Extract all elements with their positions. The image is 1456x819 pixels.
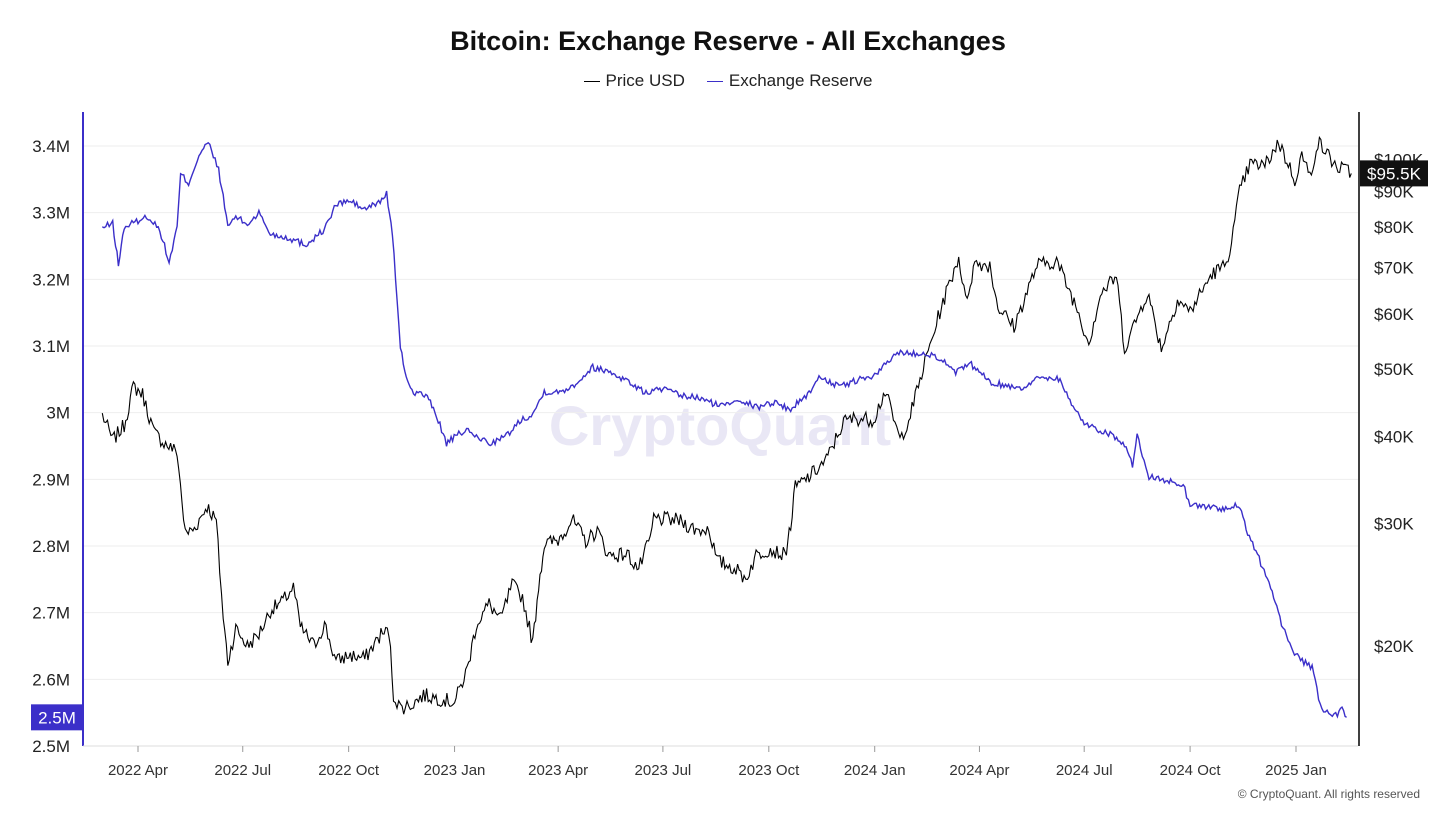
legend-swatch-price [583,80,600,82]
right-tick-label: $40K [1374,427,1414,446]
x-tick-label: 2022 Oct [318,762,380,779]
right-tick-label: $80K [1374,218,1414,237]
right-tick-label: $70K [1374,258,1414,277]
x-tick-label: 2023 Jan [424,762,486,779]
x-tick-label: 2024 Apr [949,762,1009,779]
chart-title: Bitcoin: Exchange Reserve - All Exchange… [450,26,1006,56]
left-tick-label: 3.3M [32,204,70,223]
x-tick-label: 2023 Apr [528,762,588,779]
left-tick-label: 3.2M [32,270,70,289]
right-tick-label: $90K [1374,182,1414,201]
x-tick-label: 2025 Jan [1265,762,1327,779]
right-tick-label: $60K [1374,305,1414,324]
series-line-price [101,135,1352,715]
left-tick-label: 3.1M [32,337,70,356]
right-tick-label: $20K [1374,637,1414,656]
series-line-reserve [101,141,1347,719]
x-tick-label: 2022 Apr [108,762,168,779]
last-value-label-price: $95.5K [1367,164,1422,183]
left-tick-label: 3M [46,404,70,423]
x-tick-label: 2022 Jul [214,762,271,779]
last-value-badge-price [1360,160,1428,187]
left-tick-label: 2.5M [32,737,70,756]
legend-item-reserve[interactable]: Exchange Reserve [706,71,873,91]
legend-item-price[interactable]: Price USD [583,71,685,91]
right-tick-label: $50K [1374,360,1414,379]
left-tick-label: 2.6M [32,670,70,689]
x-tick-label: 2024 Oct [1160,762,1222,779]
left-tick-label: 2.8M [32,537,70,556]
last-value-badge-reserve [31,704,83,731]
legend-swatch-reserve [706,80,723,82]
last-value-label-reserve: 2.5M [38,708,76,727]
x-tick-label: 2023 Jul [635,762,692,779]
left-tick-label: 3.4M [32,137,70,156]
left-tick-label: 2.9M [32,470,70,489]
legend-label-reserve: Exchange Reserve [728,71,873,90]
copyright-text: © CryptoQuant. All rights reserved [1237,787,1420,801]
x-tick-label: 2024 Jan [844,762,906,779]
legend: Price USD Exchange Reserve [0,71,1456,91]
left-tick-label: 2.7M [32,604,70,623]
right-tick-label: $30K [1374,514,1414,533]
x-tick-label: 2023 Oct [738,762,800,779]
x-tick-label: 2024 Jul [1056,762,1113,779]
legend-label-price: Price USD [605,71,685,90]
